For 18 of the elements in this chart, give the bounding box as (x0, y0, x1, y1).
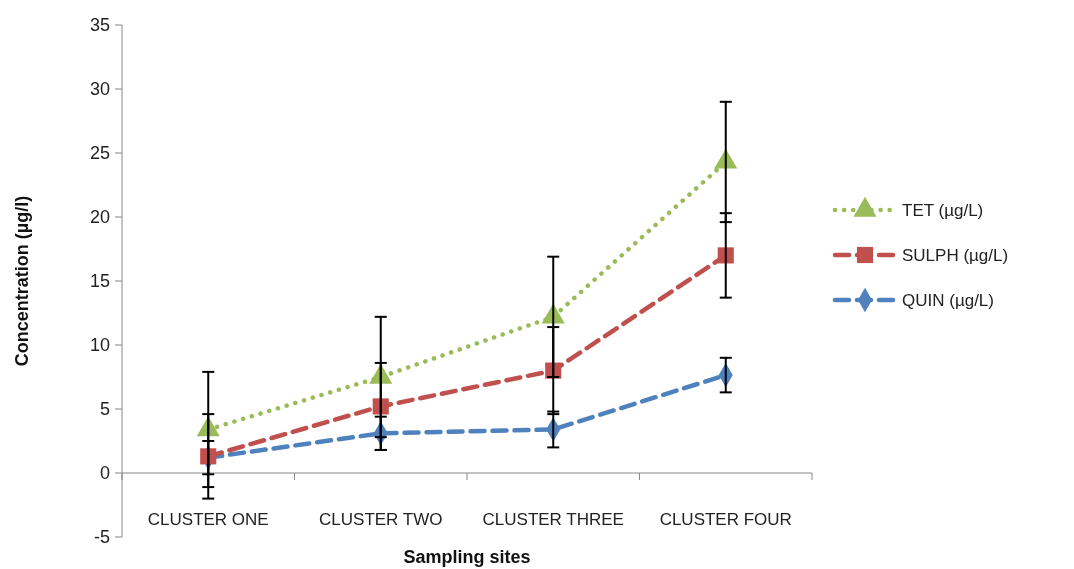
y-tick-label: 20 (89, 207, 110, 228)
y-tick-label: 10 (89, 335, 110, 356)
x-tick-label: CLUSTER ONE (147, 510, 269, 529)
y-tick-label: 30 (89, 79, 110, 100)
x-tick-label: CLUSTER TWO (319, 510, 443, 529)
x-tick-label: CLUSTER FOUR (659, 510, 792, 529)
y-tick-label: -5 (93, 527, 110, 548)
x-tick-label: CLUSTER THREE (482, 510, 624, 529)
y-tick-label: 35 (89, 15, 110, 36)
legend-label: QUIN (µg/L) (902, 290, 994, 310)
y-tick-label: 25 (89, 143, 110, 164)
y-axis-title: Concentration (µg/l) (12, 195, 32, 367)
legend-label: SULPH (µg/L) (902, 245, 1009, 265)
legend-label: TET (µg/L) (902, 200, 984, 220)
y-tick-label: 5 (99, 399, 110, 420)
x-axis-title: Sampling sites (403, 547, 531, 567)
y-tick-label: 0 (99, 463, 110, 484)
y-tick-label: 15 (89, 271, 110, 292)
